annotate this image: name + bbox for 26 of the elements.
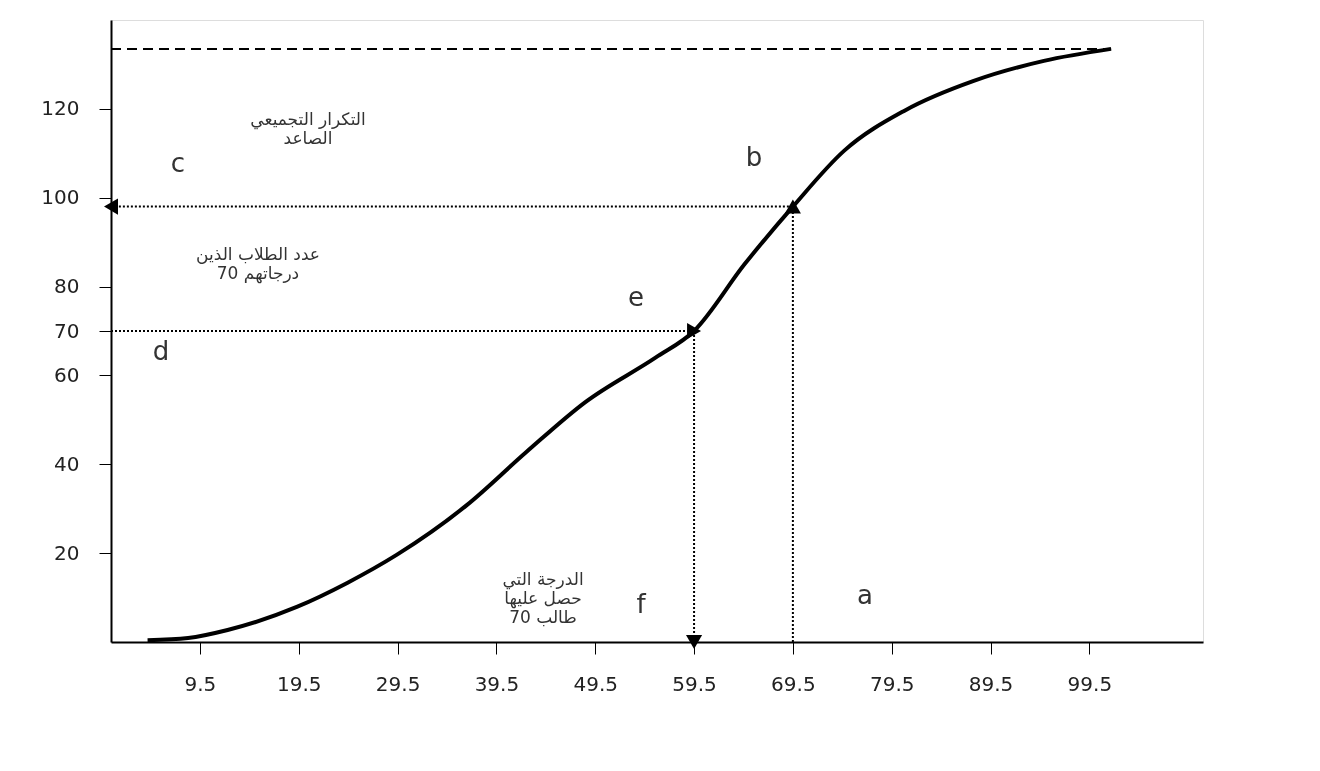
annotation: e [628, 282, 644, 312]
annotation: عدد الطلاب الذين درجاتهم 70 [196, 244, 320, 284]
x-tick-label: 9.5 [184, 671, 217, 696]
x-tick-label: 79.5 [869, 671, 915, 696]
y-tick-label: 40 [54, 451, 80, 476]
annotation: d [152, 336, 170, 366]
x-tick-label: 89.5 [968, 671, 1014, 696]
y-tick-label: 70 [54, 318, 80, 343]
annotation: b [745, 142, 763, 172]
x-tick-label: 69.5 [771, 671, 816, 696]
y-tick-label: 100 [41, 185, 80, 210]
x-tick-label: 49.5 [573, 671, 618, 696]
y-tick-label: 80 [54, 274, 80, 299]
annotation: c [170, 148, 186, 178]
y-tick-label: 20 [54, 540, 80, 565]
annotation: التكرار التجميعي الصاعد [250, 109, 366, 148]
annotation: f [636, 589, 647, 619]
x-tick-label: 39.5 [474, 671, 520, 696]
annotation: a [857, 580, 873, 610]
x-tick-label: 59.5 [672, 671, 717, 696]
annotation: الدرجة التي حصل عليها 70 طالب [502, 569, 584, 627]
x-tick-label: 19.5 [277, 671, 322, 696]
x-tick-label: 99.5 [1067, 671, 1113, 696]
y-tick-label: 60 [54, 362, 80, 387]
y-tick-label: 120 [41, 96, 80, 121]
x-tick-label: 29.5 [375, 671, 421, 696]
